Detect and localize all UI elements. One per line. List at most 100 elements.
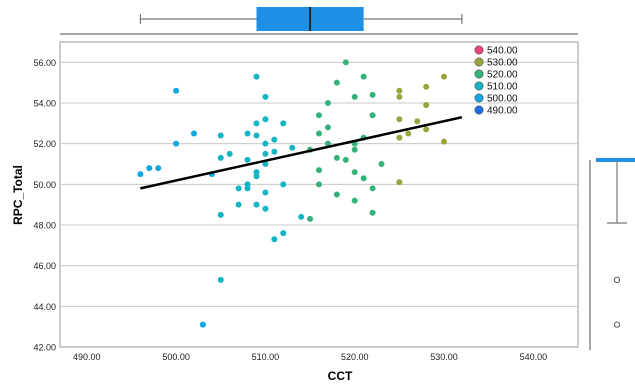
data-point — [280, 230, 287, 237]
data-point — [369, 185, 376, 192]
data-point — [342, 59, 349, 66]
y-tick-label: 42.00 — [33, 343, 56, 353]
data-point — [235, 185, 242, 192]
y-tick-label: 54.00 — [33, 99, 56, 109]
data-point — [217, 154, 224, 161]
x-tick-label: 510.00 — [252, 352, 280, 362]
right-marginal-boxplot — [589, 157, 635, 350]
data-point — [441, 73, 448, 80]
legend-marker — [474, 45, 484, 55]
legend-label: 510.00 — [487, 82, 518, 93]
data-point — [324, 100, 331, 106]
plot-area — [59, 41, 579, 348]
legend-label: 490.00 — [487, 106, 518, 117]
data-point — [324, 140, 331, 147]
data-point — [253, 173, 260, 180]
data-point — [262, 161, 269, 167]
data-point — [441, 138, 448, 145]
legend-marker — [474, 81, 484, 91]
data-point — [173, 87, 180, 94]
data-point — [324, 124, 331, 131]
scatter-points — [137, 59, 448, 328]
data-point — [235, 201, 242, 208]
y-tick-label: 44.00 — [33, 302, 56, 312]
y-tick-label: 52.00 — [33, 139, 56, 149]
data-point — [262, 93, 269, 100]
data-point — [244, 156, 251, 163]
y-tick-label: 56.00 — [33, 58, 56, 68]
fit-line — [140, 116, 463, 190]
data-point — [146, 165, 153, 172]
data-point — [217, 132, 224, 139]
data-point — [280, 120, 287, 127]
data-point — [342, 156, 349, 163]
data-point — [307, 215, 314, 222]
data-point — [199, 321, 206, 328]
data-point — [333, 79, 340, 86]
legend-label: 500.00 — [487, 94, 518, 105]
legend-marker — [474, 69, 484, 79]
legend-label: 530.00 — [487, 58, 518, 69]
data-point — [271, 148, 278, 155]
x-tick-label: 490.00 — [73, 352, 101, 362]
data-point — [190, 130, 197, 137]
legend-marker — [474, 57, 484, 67]
data-point — [396, 93, 403, 100]
fit-line-group — [140, 116, 463, 190]
data-point — [155, 165, 162, 172]
data-point — [316, 181, 322, 188]
data-point — [405, 130, 412, 137]
legend-marker — [474, 93, 484, 103]
data-point — [396, 116, 403, 123]
gridlines — [60, 61, 578, 307]
data-point — [253, 120, 260, 127]
data-point — [333, 191, 340, 198]
data-point — [333, 154, 340, 161]
data-point — [226, 150, 233, 157]
data-point — [244, 185, 251, 192]
data-point — [217, 211, 224, 218]
data-point — [351, 146, 358, 153]
right-boxplot-outlier — [613, 321, 621, 328]
x-tick-label: 540.00 — [520, 352, 548, 362]
x-tick-label: 520.00 — [341, 352, 369, 362]
data-point — [316, 167, 322, 174]
legend-label: 520.00 — [487, 70, 518, 81]
right-boxplot-outlier — [613, 276, 621, 283]
x-axis-label: CCT — [328, 369, 353, 383]
data-point — [262, 150, 269, 157]
data-point — [378, 161, 385, 167]
legend-label: 540.00 — [487, 46, 518, 57]
data-point — [316, 112, 322, 119]
data-point — [253, 73, 260, 80]
data-point — [298, 213, 305, 220]
data-point — [369, 209, 376, 216]
data-point — [271, 236, 278, 243]
right-boxplot-box — [596, 157, 635, 162]
data-point — [351, 93, 358, 100]
data-point — [423, 126, 430, 133]
data-point — [280, 181, 287, 188]
data-point — [360, 175, 367, 182]
x-tick-label: 500.00 — [162, 352, 190, 362]
data-point — [244, 130, 251, 137]
y-tick-label: 50.00 — [33, 180, 56, 190]
y-tick-label: 48.00 — [33, 221, 56, 231]
data-point — [396, 179, 403, 186]
data-point — [289, 144, 296, 151]
data-point — [369, 112, 376, 119]
y-tick-label: 46.00 — [33, 261, 56, 271]
data-point — [262, 140, 269, 147]
top-marginal-boxplot — [60, 7, 578, 35]
data-point — [173, 140, 180, 147]
data-point — [253, 201, 260, 208]
data-point — [271, 136, 278, 143]
data-point — [369, 91, 376, 98]
data-point — [423, 83, 430, 90]
data-point — [396, 134, 403, 141]
y-axis-label: RPC_Total — [11, 165, 25, 225]
legend-marker — [474, 105, 484, 115]
data-point — [396, 87, 403, 94]
data-point — [423, 102, 430, 109]
